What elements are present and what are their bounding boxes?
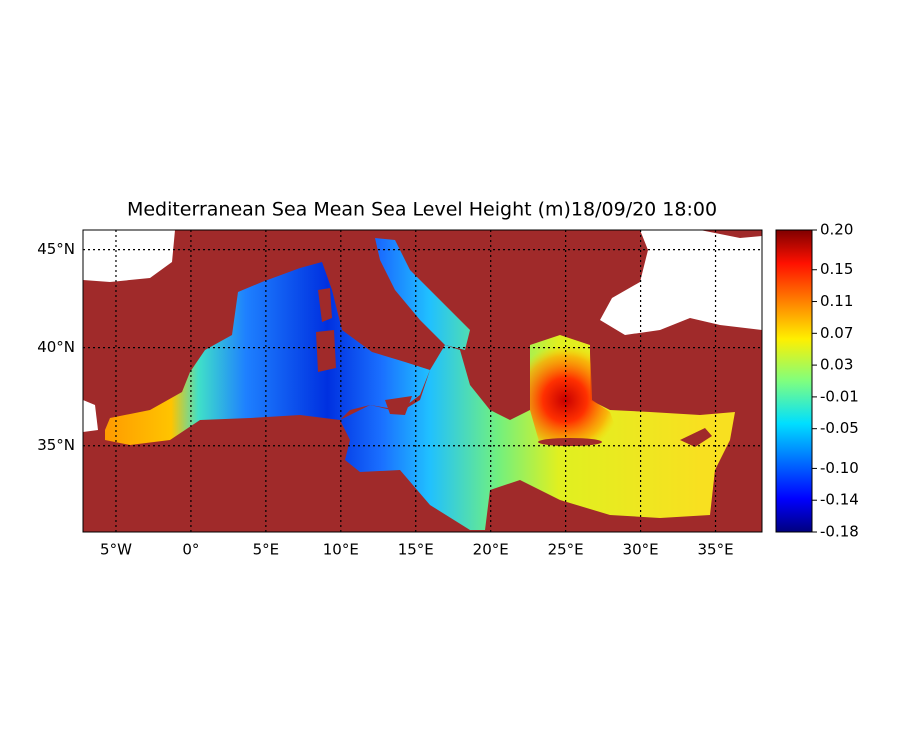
colorbar-tick-label: -0.05 bbox=[820, 419, 859, 437]
x-tick-label: 15°E bbox=[398, 541, 434, 559]
x-tick-label: 30°E bbox=[623, 541, 659, 559]
y-tick-label: 35°N bbox=[37, 436, 75, 454]
no-data bbox=[83, 230, 175, 282]
colorbar-tick-label: -0.10 bbox=[820, 459, 859, 477]
y-tick-label: 45°N bbox=[37, 240, 75, 258]
grid bbox=[83, 230, 762, 532]
colorbar-tick-label: 0.11 bbox=[820, 292, 853, 310]
colorbar-tick-label: 0.20 bbox=[820, 221, 853, 239]
map bbox=[83, 230, 762, 532]
crete bbox=[538, 438, 602, 446]
no-data bbox=[600, 230, 762, 335]
x-tick-label: 5°W bbox=[100, 541, 132, 559]
colorbar-tick-label: -0.18 bbox=[820, 523, 859, 541]
labels: 5°W 0° 5°E 10°E 15°E 20°E 25°E 30°E 35°E 35°N 40°N… bbox=[37, 221, 859, 559]
colorbar-tick-label: 0.03 bbox=[820, 356, 853, 374]
x-tick-label: 5°E bbox=[253, 541, 280, 559]
adriatic bbox=[375, 238, 470, 350]
colorbar-tick-label: -0.14 bbox=[820, 491, 859, 509]
map-frame bbox=[82, 229, 763, 533]
y-tick-label: 40°N bbox=[37, 338, 75, 356]
x-tick-label: 10°E bbox=[323, 541, 359, 559]
x-tick-label: 35°E bbox=[697, 541, 733, 559]
western-basin bbox=[105, 262, 430, 445]
cyprus bbox=[680, 428, 712, 447]
colorbar-tick-label: 0.07 bbox=[820, 324, 853, 342]
x-tick-label: 0° bbox=[182, 541, 199, 559]
x-tick-label: 20°E bbox=[473, 541, 509, 559]
sicily bbox=[385, 396, 412, 415]
no-data bbox=[83, 400, 98, 432]
colorbar-tick-label: -0.01 bbox=[820, 387, 859, 405]
sardinia bbox=[316, 330, 336, 372]
aegean bbox=[530, 335, 620, 445]
map-title: Mediterranean Sea Mean Sea Level Height … bbox=[127, 199, 717, 221]
colorbar bbox=[775, 229, 813, 533]
colorbar-tick-label: 0.15 bbox=[820, 260, 853, 278]
corsica bbox=[318, 288, 332, 322]
x-tick-label: 25°E bbox=[548, 541, 584, 559]
